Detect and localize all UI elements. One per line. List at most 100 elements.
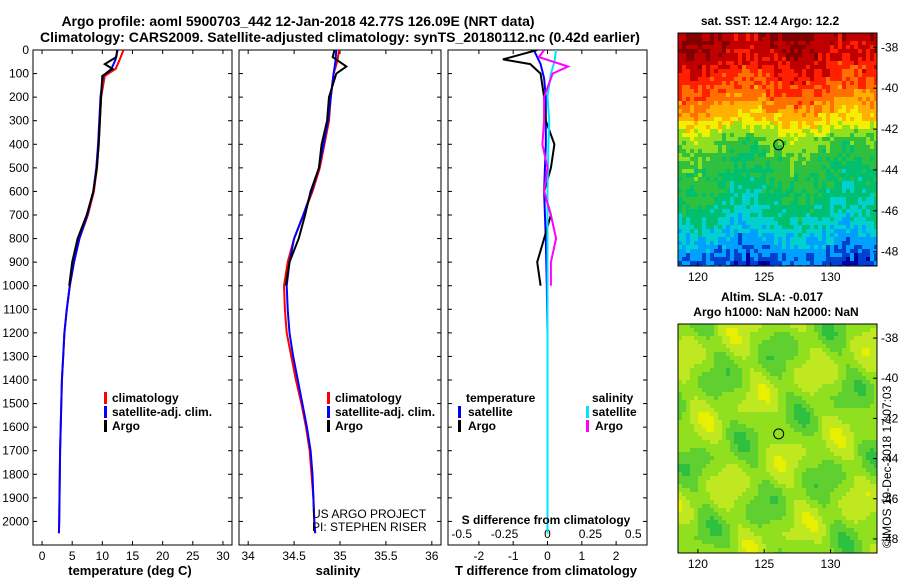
heatmap-cell: [870, 388, 875, 393]
heatmap-cell: [738, 233, 743, 238]
heatmap-cell: [838, 221, 843, 226]
heatmap-cell: [682, 61, 687, 66]
heatmap-cell: [810, 364, 815, 369]
heatmap-cell: [786, 237, 791, 242]
heatmap-cell: [846, 400, 851, 405]
heatmap-cell: [838, 57, 843, 62]
heatmap-cell: [802, 121, 807, 126]
heatmap-cell: [826, 37, 831, 42]
heatmap-cell: [698, 137, 703, 142]
heatmap-cell: [694, 328, 699, 333]
heatmap-cell: [750, 125, 755, 130]
heatmap-cell: [834, 448, 839, 453]
heatmap-cell: [770, 197, 775, 202]
heatmap-cell: [722, 181, 727, 186]
heatmap-cell: [734, 53, 739, 58]
heatmap-cell: [822, 217, 827, 222]
heatmap-cell: [866, 113, 871, 118]
heatmap-cell: [686, 97, 691, 102]
heatmap-cell: [698, 193, 703, 198]
heatmap-cell: [862, 209, 867, 214]
heatmap-cell: [710, 125, 715, 130]
heatmap-cell: [842, 113, 847, 118]
heatmap-cell: [858, 97, 863, 102]
heatmap-cell: [818, 213, 823, 218]
heatmap-cell: [854, 101, 859, 106]
heatmap-cell: [794, 49, 799, 54]
heatmap-cell: [734, 121, 739, 126]
heatmap-cell: [806, 412, 811, 417]
heatmap-cell: [766, 45, 771, 50]
heatmap-cell: [710, 157, 715, 162]
legend-argo-label: Argo: [112, 419, 140, 433]
heatmap-cell: [854, 181, 859, 186]
heatmap-cell: [710, 440, 715, 445]
heatmap-cell: [814, 416, 819, 421]
heatmap-cell: [826, 324, 831, 329]
heatmap-cell: [786, 105, 791, 110]
heatmap-cell: [798, 165, 803, 170]
heatmap-cell: [794, 45, 799, 50]
heatmap-cell: [858, 225, 863, 230]
heatmap-cell: [838, 65, 843, 70]
heatmap-cell: [862, 261, 867, 266]
heatmap-cell: [794, 201, 799, 206]
heatmap-cell: [798, 225, 803, 230]
heatmap-cell: [774, 384, 779, 389]
heatmap-cell: [874, 217, 879, 222]
heatmap-cell: [802, 340, 807, 345]
heatmap-cell: [818, 93, 823, 98]
heatmap-cell: [678, 121, 683, 126]
heatmap-cell: [774, 165, 779, 170]
heatmap-cell: [830, 408, 835, 413]
heatmap-cell: [858, 33, 863, 38]
heatmap-cell: [782, 101, 787, 106]
heatmap-cell: [842, 149, 847, 154]
heatmap-cell: [686, 332, 691, 337]
heatmap-cell: [746, 61, 751, 66]
heatmap-cell: [762, 213, 767, 218]
heatmap-cell: [854, 237, 859, 242]
heatmap-cell: [810, 376, 815, 381]
heatmap-cell: [790, 49, 795, 54]
heatmap-cell: [702, 101, 707, 106]
heatmap-cell: [866, 400, 871, 405]
heatmap-cell: [690, 444, 695, 449]
heatmap-cell: [822, 336, 827, 341]
heatmap-cell: [786, 161, 791, 166]
heatmap-cell: [714, 245, 719, 250]
heatmap-cell: [706, 344, 711, 349]
heatmap-cell: [850, 41, 855, 46]
heatmap-cell: [730, 93, 735, 98]
heatmap-cell: [782, 57, 787, 62]
heatmap-cell: [698, 173, 703, 178]
heatmap-cell: [678, 209, 683, 214]
heatmap-cell: [842, 93, 847, 98]
heatmap-cell: [750, 149, 755, 154]
heatmap-cell: [770, 33, 775, 38]
heatmap-cell: [770, 97, 775, 102]
heatmap-cell: [690, 412, 695, 417]
heatmap-cell: [762, 45, 767, 50]
heatmap-cell: [750, 73, 755, 78]
heatmap-cell: [722, 81, 727, 86]
heatmap-cell: [702, 237, 707, 242]
heatmap-cell: [838, 77, 843, 82]
heatmap-cell: [750, 428, 755, 433]
heatmap-cell: [794, 169, 799, 174]
heatmap-cell: [798, 45, 803, 50]
heatmap-cell: [754, 33, 759, 38]
heatmap-cell: [706, 217, 711, 222]
heatmap-cell: [866, 348, 871, 353]
heatmap-cell: [758, 153, 763, 158]
heatmap-cell: [730, 109, 735, 114]
heatmap-cell: [750, 229, 755, 234]
heatmap-cell: [758, 165, 763, 170]
heatmap-cell: [758, 41, 763, 46]
heatmap-cell: [770, 137, 775, 142]
heatmap-cell: [870, 61, 875, 66]
heatmap-cell: [874, 452, 879, 457]
heatmap-cell: [702, 261, 707, 266]
heatmap-cell: [806, 185, 811, 190]
heatmap-cell: [782, 173, 787, 178]
